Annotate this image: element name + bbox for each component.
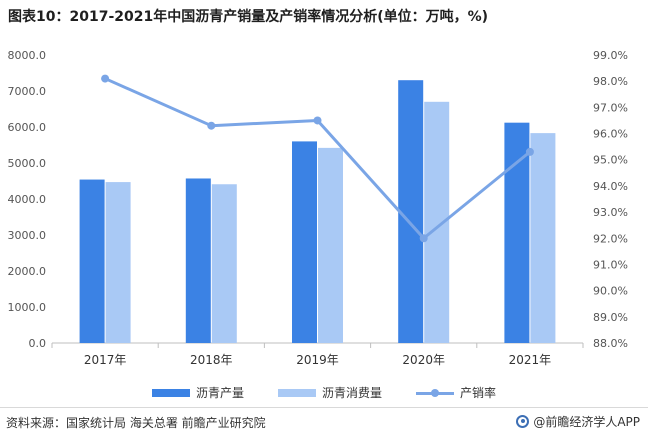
y-right-tick-label: 91.0%: [593, 258, 628, 271]
chart-title: 图表10：2017-2021年中国沥青产销量及产销率情况分析(单位：万吨，%): [8, 9, 489, 25]
x-tick-label: 2020年: [402, 353, 445, 367]
footer-divider: [0, 407, 648, 408]
y-left-tick-label: 1000.0: [8, 301, 47, 314]
y-right-tick-label: 89.0%: [593, 311, 628, 324]
bar-consumption: [211, 184, 237, 343]
legend-label-rate: 产销率: [460, 386, 497, 400]
y-left-tick-label: 5000.0: [8, 157, 47, 170]
bar-consumption: [105, 182, 131, 343]
bar-production: [185, 178, 211, 343]
brand-logo-icon: [516, 415, 530, 428]
brand-credit: @前瞻经济学人APP: [516, 413, 640, 430]
bar-consumption: [530, 133, 556, 343]
legend-swatch-consumption: [277, 388, 316, 397]
legend-item-production: 沥青产量: [151, 384, 244, 401]
rate-point: [313, 116, 322, 125]
bar-production: [79, 179, 105, 343]
legend-label-production: 沥青产量: [195, 386, 244, 400]
bar-production: [292, 141, 317, 343]
bar-production: [398, 80, 424, 343]
legend-swatch-production: [151, 388, 190, 397]
legend-item-rate: 产销率: [416, 384, 496, 401]
rate-point: [525, 147, 534, 156]
y-left-tick-label: 6000.0: [8, 121, 47, 134]
y-right-tick-label: 98.0%: [593, 75, 628, 88]
x-tick-label: 2018年: [190, 353, 233, 367]
y-right-tick-label: 95.0%: [593, 154, 628, 167]
y-right-tick-label: 97.0%: [593, 101, 628, 114]
y-left-tick-label: 2000.0: [8, 265, 47, 278]
y-left-tick-label: 4000.0: [8, 193, 47, 206]
y-right-tick-label: 93.0%: [593, 206, 628, 219]
y-right-tick-label: 94.0%: [593, 180, 628, 193]
rate-point: [101, 74, 110, 83]
y-left-tick-label: 0.0: [29, 337, 47, 350]
x-tick-label: 2021年: [509, 353, 552, 367]
rate-line: [104, 77, 531, 240]
rate-point: [419, 234, 428, 243]
bar-production: [504, 122, 530, 344]
y-right-tick-label: 99.0%: [593, 49, 628, 62]
source-note: 资料来源：国家统计局 海关总署 前瞻产业研究院: [6, 416, 266, 430]
chart-legend: 沥青产量 沥青消费量 产销率: [0, 384, 648, 401]
bar-consumption: [318, 147, 343, 343]
legend-item-consumption: 沥青消费量: [277, 384, 382, 401]
y-right-tick-label: 96.0%: [593, 128, 628, 141]
x-tick-label: 2017年: [84, 353, 127, 367]
y-left-tick-label: 3000.0: [8, 229, 47, 242]
y-right-tick-label: 92.0%: [593, 232, 628, 245]
y-right-tick-label: 88.0%: [593, 337, 628, 350]
legend-label-consumption: 沥青消费量: [321, 386, 382, 400]
y-left-tick-label: 8000.0: [8, 49, 47, 62]
y-left-tick-label: 7000.0: [8, 85, 47, 98]
x-tick-label: 2019年: [296, 353, 339, 367]
y-right-tick-label: 90.0%: [593, 285, 628, 298]
brand-label: @前瞻经济学人APP: [533, 415, 640, 429]
legend-swatch-rate: [416, 388, 454, 398]
rate-point: [207, 121, 216, 130]
